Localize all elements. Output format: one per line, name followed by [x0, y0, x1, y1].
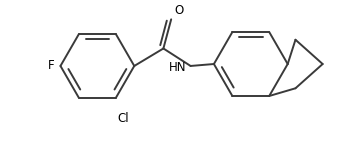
Text: Cl: Cl: [118, 112, 130, 125]
Text: O: O: [174, 4, 183, 17]
Text: HN: HN: [169, 61, 187, 74]
Text: F: F: [48, 59, 55, 72]
